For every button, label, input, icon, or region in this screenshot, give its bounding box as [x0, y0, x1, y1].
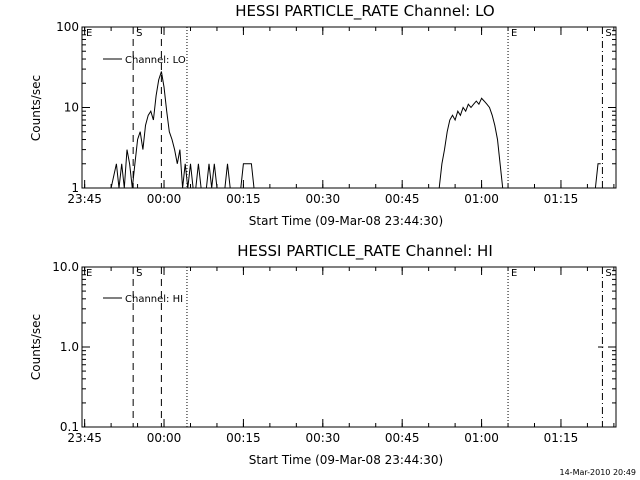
- x-tick-label: 23:45: [67, 431, 102, 445]
- y-axis-label: Counts/sec: [29, 314, 43, 380]
- y-tick-label: 0.1: [60, 420, 79, 434]
- x-axis: 23:45 00:00 00:15 00:30 00:45 01:00 01:15: [67, 267, 615, 445]
- x-tick-label: 00:15: [226, 192, 261, 206]
- chart-title: HESSI PARTICLE_RATE Channel: LO: [235, 2, 494, 21]
- x-tick-label: 00:30: [306, 431, 341, 445]
- marker-label: S: [605, 28, 611, 39]
- y-tick-label: 1: [71, 181, 79, 195]
- y-tick-label: 10: [64, 101, 79, 115]
- legend-label: Channel: LO: [125, 55, 186, 66]
- marker-label: E: [511, 268, 517, 279]
- x-tick-label: 00:00: [147, 192, 182, 206]
- y-axis: 0.1 1.0 10.0: [52, 260, 616, 434]
- legend: Channel: HI: [103, 294, 183, 305]
- x-axis-label: Start Time (09-Mar-08 23:44:30): [249, 453, 443, 467]
- panel-hi: HESSI PARTICLE_RATE Channel: HI 0.1 1.0 10…: [29, 242, 617, 467]
- marker-label: E: [511, 28, 517, 39]
- marker-label: S: [136, 268, 142, 279]
- x-tick-label: 01:15: [544, 192, 579, 206]
- x-tick-label: 23:45: [67, 192, 102, 206]
- x-tick-label: 00:45: [385, 431, 420, 445]
- x-tick-label: 01:00: [464, 192, 499, 206]
- plot-frame: [81, 266, 617, 428]
- chart-title: HESSI PARTICLE_RATE Channel: HI: [237, 242, 493, 261]
- y-tick-label: 1.0: [60, 340, 79, 354]
- marker-label: E: [86, 28, 92, 39]
- x-tick-label: 01:00: [464, 431, 499, 445]
- series-line: [110, 71, 255, 189]
- x-tick-label: 00:45: [385, 192, 420, 206]
- footer-timestamp: 14-Mar-2010 20:49: [560, 468, 637, 477]
- legend: Channel: LO: [103, 55, 186, 66]
- x-axis-label: Start Time (09-Mar-08 23:44:30): [249, 214, 443, 228]
- plot-frame: [81, 26, 617, 189]
- y-axis-label: Counts/sec: [29, 75, 43, 141]
- panel-lo: HESSI PARTICLE_RATE Channel: LO 1 10 100 2…: [29, 2, 617, 228]
- x-tick-label: 00:30: [306, 192, 341, 206]
- x-tick-label: 00:15: [226, 431, 261, 445]
- series-line: [438, 97, 504, 189]
- marker-label: E: [86, 268, 92, 279]
- legend-label: Channel: HI: [125, 294, 183, 305]
- marker-label: S: [605, 268, 611, 279]
- x-tick-label: 00:00: [147, 431, 182, 445]
- series-line: [594, 163, 601, 189]
- x-tick-label: 01:15: [544, 431, 579, 445]
- y-tick-label: 10.0: [52, 260, 79, 274]
- y-axis: 1 10 100: [56, 20, 616, 195]
- series-group: [110, 71, 601, 189]
- y-tick-label: 100: [56, 20, 79, 34]
- marker-label: S: [136, 28, 142, 39]
- x-axis: 23:45 00:00 00:15 00:30 00:45 01:00 01:15: [67, 27, 615, 206]
